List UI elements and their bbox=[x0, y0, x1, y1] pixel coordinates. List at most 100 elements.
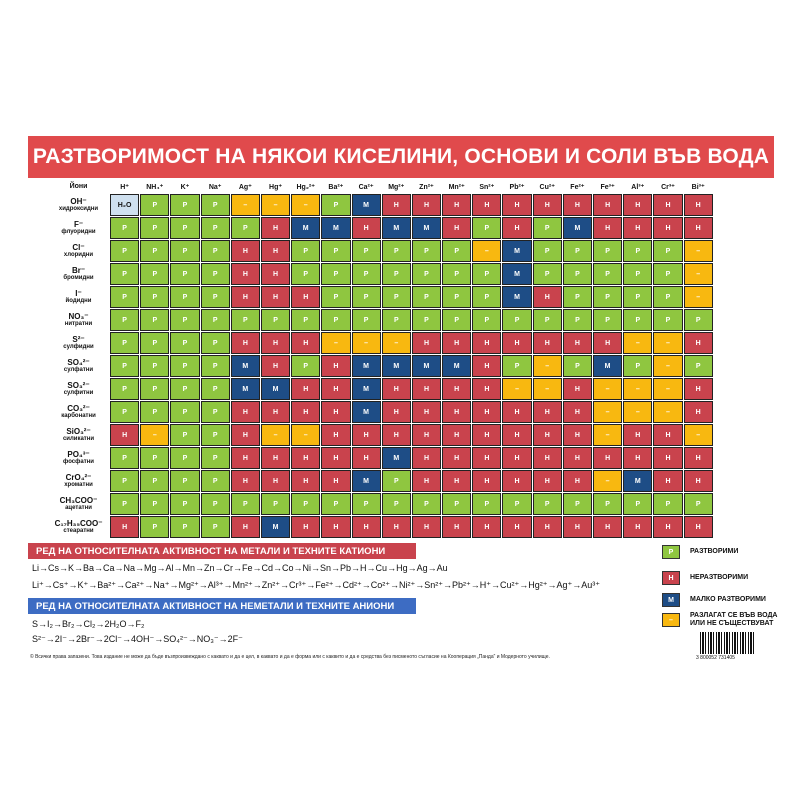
cation-header: Al³⁺ bbox=[631, 183, 645, 191]
solubility-cell: H bbox=[623, 424, 653, 446]
solubility-cell: P bbox=[411, 309, 442, 331]
solubility-cell: P bbox=[200, 286, 230, 308]
anion-label: NO₃⁻ нитратни bbox=[48, 309, 109, 331]
solubility-cell: – bbox=[140, 424, 170, 446]
solubility-cell: – bbox=[291, 424, 321, 446]
solubility-cell: P bbox=[170, 401, 200, 423]
solubility-cell: H bbox=[562, 378, 592, 400]
solubility-cell: H bbox=[653, 516, 683, 538]
metals-series: Li→Cs→K→Ba→Ca→Na→Mg→Al→Mn→Zn→Cr→Fe→Cd→Co… bbox=[32, 563, 448, 573]
nonmetals-series: S→I₂→Br₂→Cl₂→2H₂O→F₂ bbox=[32, 619, 145, 629]
solubility-cell: H bbox=[532, 516, 562, 538]
solubility-cell: H bbox=[653, 217, 683, 239]
legend-swatch: M bbox=[662, 593, 680, 607]
solubility-cell: H bbox=[442, 378, 472, 400]
cation-header: Ca²⁺ bbox=[358, 183, 374, 191]
solubility-cell: P bbox=[411, 286, 442, 308]
cation-header: Fe³⁺ bbox=[600, 183, 615, 191]
cation-header: H⁺ bbox=[120, 183, 129, 191]
solubility-cell: P bbox=[291, 309, 321, 331]
solubility-cell: P bbox=[110, 309, 140, 331]
anion-formula: C₁₇H₃₅COO⁻ bbox=[54, 518, 103, 528]
solubility-cell: H bbox=[623, 194, 653, 216]
solubility-cell: P bbox=[381, 309, 411, 331]
solubility-cell: H bbox=[502, 332, 532, 354]
solubility-cell: H bbox=[562, 447, 592, 469]
cation-header: Ag⁺ bbox=[238, 183, 252, 191]
solubility-cell: H bbox=[562, 194, 592, 216]
solubility-cell: P bbox=[562, 286, 592, 308]
solubility-cell: H bbox=[351, 424, 381, 446]
anion-label: SiO₃²⁻ силикатни bbox=[48, 424, 109, 446]
solubility-cell: H bbox=[623, 516, 653, 538]
solubility-cell: H bbox=[381, 424, 411, 446]
solubility-cell: P bbox=[110, 447, 140, 469]
solubility-cell: H bbox=[683, 447, 713, 469]
solubility-cell: P bbox=[200, 493, 230, 515]
solubility-cell: P bbox=[321, 194, 351, 216]
solubility-cell: P bbox=[140, 470, 170, 492]
anion-name: стеаратни bbox=[63, 528, 94, 535]
solubility-cell: H bbox=[411, 516, 442, 538]
solubility-cell: H bbox=[381, 516, 411, 538]
solubility-cell: – bbox=[623, 378, 653, 400]
anion-formula: F⁻ bbox=[73, 219, 84, 229]
solubility-cell: M bbox=[260, 516, 291, 538]
solubility-cell: P bbox=[502, 355, 532, 377]
solubility-cell: H bbox=[321, 516, 351, 538]
solubility-cell: M bbox=[502, 263, 532, 285]
solubility-cell: – bbox=[653, 401, 683, 423]
solubility-cell: P bbox=[472, 493, 502, 515]
solubility-cell: H bbox=[442, 470, 472, 492]
solubility-cell: P bbox=[170, 447, 200, 469]
solubility-cell: P bbox=[593, 240, 623, 262]
solubility-cell: P bbox=[381, 470, 411, 492]
solubility-cell: H bbox=[472, 378, 502, 400]
legend-swatch: H bbox=[662, 571, 680, 585]
solubility-cell: H bbox=[351, 516, 381, 538]
solubility-cell: P bbox=[653, 286, 683, 308]
cation-header: Hg⁺ bbox=[269, 183, 283, 191]
solubility-cell: H bbox=[381, 378, 411, 400]
solubility-cell: P bbox=[140, 240, 170, 262]
solubility-cell: P bbox=[140, 309, 170, 331]
solubility-cell: H bbox=[562, 470, 592, 492]
solubility-cell: H bbox=[260, 263, 291, 285]
solubility-cell: H bbox=[653, 194, 683, 216]
anion-label: CH₃COO⁻ ацетатни bbox=[48, 493, 109, 515]
solubility-cell: H bbox=[562, 332, 592, 354]
page-title: РАЗТВОРИМОСТ НА НЯКОИ КИСЕЛИНИ, ОСНОВИ И… bbox=[32, 145, 770, 168]
solubility-cell: P bbox=[593, 263, 623, 285]
solubility-cell: H bbox=[230, 424, 260, 446]
legend-label: НЕРАЗТВОРИМИ bbox=[690, 573, 749, 581]
solubility-cell: P bbox=[653, 263, 683, 285]
solubility-cell: M bbox=[381, 217, 411, 239]
solubility-cell: P bbox=[653, 240, 683, 262]
anion-name: флуоридни bbox=[61, 229, 96, 236]
solubility-table: Йони H⁺ NH₄⁺ K⁺ Na⁺ Ag⁺ Hg⁺ Hg₂²⁺ Ba²⁺ Ca²⁺ Mg²⁺ Z… bbox=[48, 180, 713, 538]
solubility-cell: H bbox=[472, 401, 502, 423]
solubility-cell: P bbox=[351, 493, 381, 515]
solubility-cell: – bbox=[653, 332, 683, 354]
solubility-cell: – bbox=[502, 378, 532, 400]
solubility-cell: – bbox=[532, 355, 562, 377]
solubility-cell: P bbox=[321, 309, 351, 331]
solubility-cell: P bbox=[442, 240, 472, 262]
solubility-cell: H bbox=[291, 378, 321, 400]
solubility-cell: P bbox=[472, 286, 502, 308]
solubility-cell: H bbox=[683, 401, 713, 423]
solubility-cell: P bbox=[472, 217, 502, 239]
solubility-cell: – bbox=[593, 470, 623, 492]
solubility-cell: P bbox=[562, 240, 592, 262]
solubility-cell: P bbox=[110, 286, 140, 308]
cation-header: Ba²⁺ bbox=[328, 183, 344, 191]
solubility-cell: – bbox=[623, 332, 653, 354]
legend-label: РАЗЛАГАТ СЕ ВЪВ ВОДА ИЛИ НЕ СЪЩЕСТВУВАТ bbox=[690, 612, 778, 628]
solubility-cell: H bbox=[260, 286, 291, 308]
anion-name: фосфатни bbox=[63, 459, 94, 466]
solubility-cell: H bbox=[351, 447, 381, 469]
solubility-cell: H bbox=[683, 194, 713, 216]
solubility-cell: H bbox=[411, 332, 442, 354]
anion-name: сулфидни bbox=[63, 344, 94, 351]
solubility-cell: H bbox=[442, 424, 472, 446]
